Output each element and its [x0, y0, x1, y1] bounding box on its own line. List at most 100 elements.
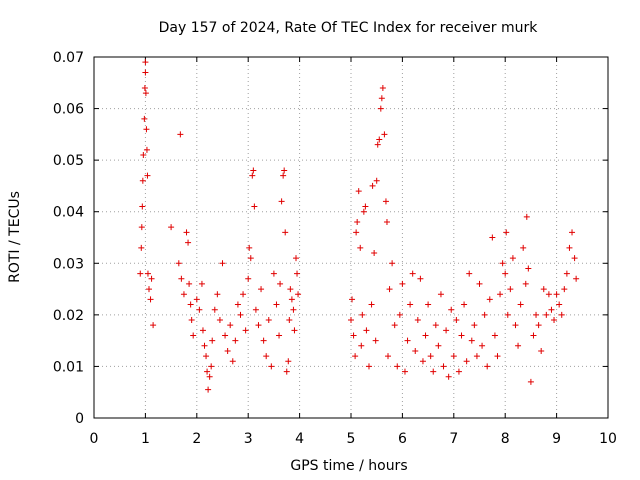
grid-lines — [94, 57, 608, 418]
data-point — [437, 291, 444, 298]
data-point — [404, 337, 411, 344]
data-point — [245, 275, 252, 282]
data-point — [503, 229, 510, 236]
data-point — [211, 306, 218, 313]
data-point — [359, 311, 366, 318]
data-point — [143, 146, 150, 153]
data-point — [205, 386, 212, 393]
data-point — [180, 291, 187, 298]
data-point — [378, 95, 385, 102]
data-point — [453, 317, 460, 324]
data-point — [147, 296, 154, 303]
data-point — [435, 342, 442, 349]
y-tick-label: 0.07 — [53, 50, 84, 66]
data-point — [168, 224, 175, 231]
data-point — [138, 244, 145, 251]
data-point — [427, 353, 434, 360]
data-point — [425, 301, 432, 308]
data-point — [349, 296, 356, 303]
data-point — [175, 260, 182, 267]
data-point — [558, 311, 565, 318]
data-point — [288, 296, 295, 303]
data-point — [285, 358, 292, 365]
data-point — [481, 311, 488, 318]
data-point — [263, 353, 270, 360]
x-tick-label: 8 — [501, 431, 510, 447]
data-point — [144, 172, 151, 179]
data-point — [249, 172, 256, 179]
data-point — [563, 270, 570, 277]
data-point — [139, 177, 146, 184]
data-point — [371, 249, 378, 256]
data-point — [287, 286, 294, 293]
data-point — [229, 358, 236, 365]
data-point — [486, 296, 493, 303]
data-point — [142, 59, 149, 66]
data-point — [422, 332, 429, 339]
data-point — [553, 291, 560, 298]
data-point — [196, 306, 203, 313]
data-point — [206, 373, 213, 380]
data-point — [450, 353, 457, 360]
data-point — [363, 327, 370, 334]
data-point — [414, 317, 421, 324]
data-point — [417, 275, 424, 282]
data-point — [530, 332, 537, 339]
data-point — [394, 363, 401, 370]
data-point — [419, 358, 426, 365]
data-point — [178, 275, 185, 282]
data-point — [365, 363, 372, 370]
data-point — [177, 131, 184, 138]
data-point — [277, 280, 284, 287]
data-point — [252, 306, 259, 313]
data-point — [281, 167, 288, 174]
x-tick-label: 0 — [90, 431, 99, 447]
data-point — [290, 306, 297, 313]
data-point — [293, 255, 300, 262]
data-point — [251, 203, 258, 210]
data-point — [468, 337, 475, 344]
data-point — [484, 363, 491, 370]
data-point — [407, 301, 414, 308]
y-tick-label: 0.02 — [53, 308, 84, 324]
data-point — [294, 270, 301, 277]
data-point — [362, 203, 369, 210]
data-point — [471, 322, 478, 329]
data-point — [396, 311, 403, 318]
data-point — [523, 213, 530, 220]
data-point — [260, 337, 267, 344]
data-point — [502, 270, 509, 277]
x-axis-label: GPS time / hours — [290, 458, 407, 474]
data-point — [234, 301, 241, 308]
data-point — [353, 229, 360, 236]
data-point — [141, 84, 148, 91]
data-point — [209, 337, 216, 344]
data-point — [250, 167, 257, 174]
data-point — [382, 198, 389, 205]
data-point — [369, 182, 376, 189]
data-point — [385, 353, 392, 360]
data-point — [458, 332, 465, 339]
data-point — [214, 291, 221, 298]
data-point — [525, 265, 532, 272]
data-point — [144, 270, 151, 277]
data-point — [232, 337, 239, 344]
data-point — [571, 255, 578, 262]
data-point — [383, 219, 390, 226]
data-point — [507, 286, 514, 293]
data-point — [379, 84, 386, 91]
data-point — [204, 368, 211, 375]
data-point — [258, 286, 265, 293]
data-point — [489, 234, 496, 241]
data-point — [201, 342, 208, 349]
data-point — [255, 322, 262, 329]
data-point — [358, 342, 365, 349]
data-point — [543, 311, 550, 318]
data-point — [142, 69, 149, 76]
x-tick-label: 7 — [449, 431, 458, 447]
y-axis: 0 0.01 0.02 0.03 0.04 0.05 0.06 0.07 — [53, 50, 608, 427]
data-point — [372, 337, 379, 344]
data-point — [237, 311, 244, 318]
data-point — [430, 368, 437, 375]
